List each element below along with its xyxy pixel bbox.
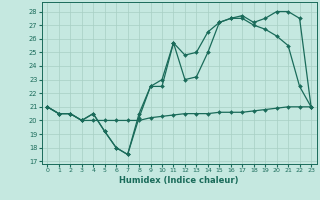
X-axis label: Humidex (Indice chaleur): Humidex (Indice chaleur) — [119, 176, 239, 185]
